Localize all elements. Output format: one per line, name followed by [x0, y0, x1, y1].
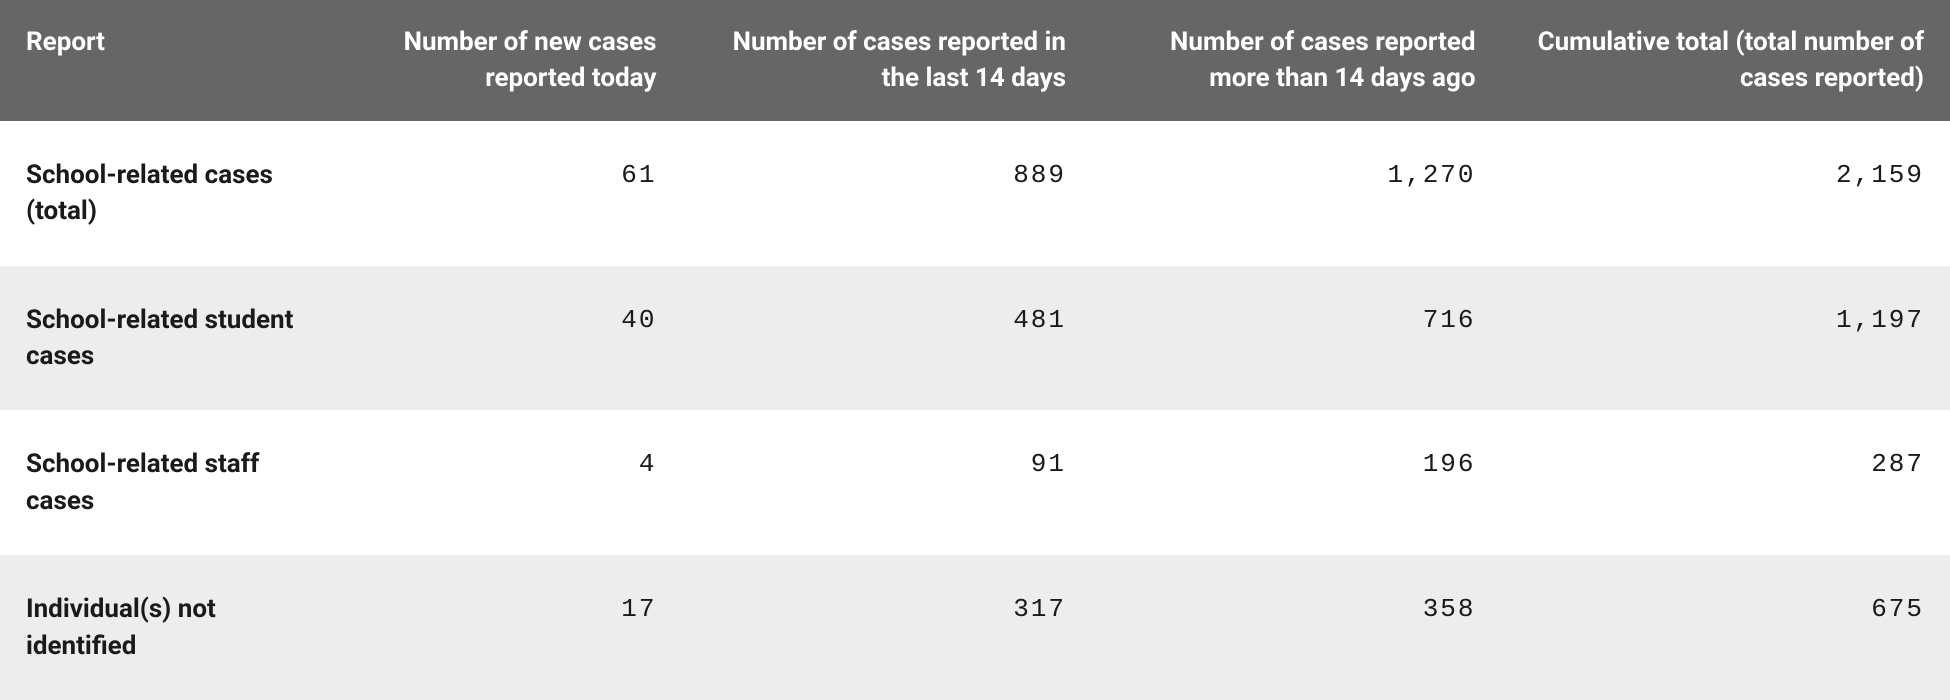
table-row: Individual(s) not identified 17 317 358 …: [0, 555, 1950, 700]
col-header-new-today: Number of new cases reported today: [351, 0, 683, 121]
col-header-report: Report: [0, 0, 351, 121]
cell-value: 317: [683, 555, 1093, 700]
cell-value: 358: [1092, 555, 1502, 700]
table-row: School-related cases (total) 61 889 1,27…: [0, 121, 1950, 266]
cases-report-table: Report Number of new cases reported toda…: [0, 0, 1950, 700]
cell-value: 716: [1092, 266, 1502, 411]
cell-value: 2,159: [1502, 121, 1950, 266]
cell-value: 91: [683, 410, 1093, 555]
row-label: School-related staff cases: [0, 410, 351, 555]
cell-value: 889: [683, 121, 1093, 266]
row-label: School-related cases (total): [0, 121, 351, 266]
col-header-more-14: Number of cases reported more than 14 da…: [1092, 0, 1502, 121]
cell-value: 481: [683, 266, 1093, 411]
cell-value: 1,197: [1502, 266, 1950, 411]
col-header-last-14: Number of cases reported in the last 14 …: [683, 0, 1093, 121]
cell-value: 4: [351, 410, 683, 555]
cell-value: 1,270: [1092, 121, 1502, 266]
cell-value: 61: [351, 121, 683, 266]
col-header-cumulative: Cumulative total (total number of cases …: [1502, 0, 1950, 121]
row-label: Individual(s) not identified: [0, 555, 351, 700]
cell-value: 40: [351, 266, 683, 411]
table-header-row: Report Number of new cases reported toda…: [0, 0, 1950, 121]
table-row: School-related staff cases 4 91 196 287: [0, 410, 1950, 555]
cell-value: 196: [1092, 410, 1502, 555]
table-row: School-related student cases 40 481 716 …: [0, 266, 1950, 411]
cell-value: 675: [1502, 555, 1950, 700]
row-label: School-related student cases: [0, 266, 351, 411]
cell-value: 287: [1502, 410, 1950, 555]
cell-value: 17: [351, 555, 683, 700]
